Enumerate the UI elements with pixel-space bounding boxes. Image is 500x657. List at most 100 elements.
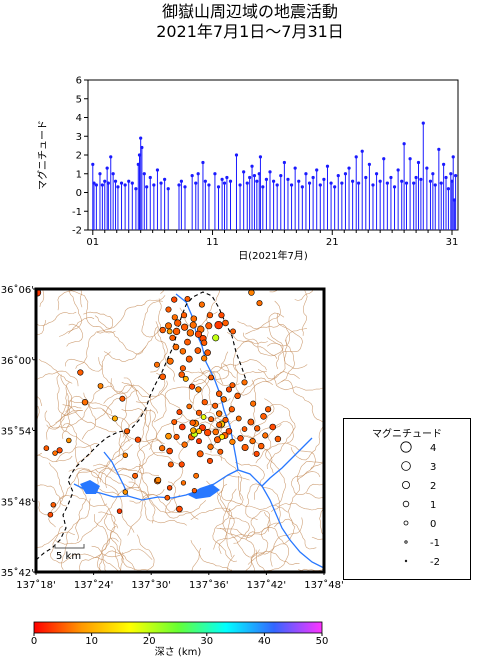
event-point [152, 183, 156, 187]
epicenter-marker [254, 425, 261, 432]
event-point [252, 174, 257, 178]
epicenter-marker [262, 432, 269, 439]
epicenter-marker [172, 343, 180, 351]
epicenter-marker [241, 426, 248, 432]
epicenter-marker [166, 447, 173, 455]
epicenter-marker [178, 371, 185, 378]
epicenter-marker [217, 448, 224, 455]
contour-line [291, 471, 324, 496]
contour-line [36, 320, 46, 335]
x-tick-label: 01 [86, 237, 99, 248]
timeseries-frame [87, 79, 459, 231]
timeseries-x-label: 日(2021年7月) [238, 249, 308, 262]
event-point [433, 183, 437, 187]
event-point [428, 179, 433, 183]
scale-bar-label: 5 km [56, 551, 81, 562]
colorbar-tick-label: 20 [143, 636, 156, 647]
contour-line [311, 536, 324, 540]
event-point [340, 181, 344, 185]
contour-line [155, 321, 176, 382]
epicenter-marker [218, 312, 225, 319]
event-point [163, 177, 167, 181]
event-point [419, 177, 423, 181]
event-point [228, 179, 233, 183]
colorbar-tick-label: 0 [31, 636, 37, 647]
epicenter-marker [189, 419, 196, 426]
epicenter-marker [196, 450, 204, 458]
contour-line [129, 489, 165, 504]
legend-symbol [403, 520, 409, 526]
event-point [94, 183, 98, 187]
contour-line [62, 404, 117, 433]
contour-line [36, 453, 73, 463]
contour-line [150, 326, 168, 373]
lon-tick-label: 137˚48' [304, 579, 344, 591]
contour-line [128, 481, 177, 514]
contour-line [75, 469, 101, 541]
epicenter-marker [111, 415, 118, 422]
contour-line [55, 487, 140, 545]
contour-line [94, 295, 166, 329]
event-point [446, 187, 451, 191]
legend-symbol [404, 559, 408, 563]
event-point [113, 179, 118, 183]
timeseries-y-axis: -2 -1 0 1 2 3 4 5 6 [72, 76, 88, 237]
epicenter-marker [206, 457, 213, 464]
epicenter-marker [247, 418, 255, 426]
contour-line [59, 444, 133, 500]
epicenter-marker [165, 322, 172, 330]
epicenter-marker [205, 322, 213, 330]
epicenter-marker [195, 409, 203, 416]
contour-line [138, 463, 187, 526]
event-point [142, 172, 146, 176]
epicenter-marker [198, 301, 205, 308]
contour-line [145, 409, 184, 487]
event-point [442, 162, 446, 166]
epicenter-marker [164, 494, 171, 501]
event-point [140, 145, 144, 150]
event-point [190, 174, 194, 178]
epicenter-marker [206, 312, 214, 319]
epicenter-marker [181, 441, 188, 448]
contour-line [109, 545, 122, 572]
contour-line [229, 517, 250, 544]
event-point [145, 185, 149, 189]
event-point [261, 185, 265, 189]
event-point [111, 172, 115, 176]
event-point [134, 187, 138, 191]
epicenter-marker [173, 433, 180, 440]
event-point [360, 149, 364, 153]
epicenter-marker [194, 330, 203, 338]
contour-line [141, 298, 163, 338]
y-tick-label: 3 [76, 132, 82, 143]
epicenter-marker [215, 390, 223, 397]
epicenter-marker [248, 289, 255, 296]
event-point [382, 157, 386, 161]
epicenter-marker [167, 461, 174, 468]
prefecture-boundary [36, 291, 247, 561]
contour-line [220, 359, 267, 371]
contour-line [36, 549, 37, 551]
epicenter-marker [171, 419, 178, 425]
legend-symbol [402, 481, 411, 490]
epicenter-marker [184, 338, 191, 346]
legend-value: 1 [430, 500, 436, 511]
epicenter-marker [204, 349, 211, 356]
event-point [333, 185, 337, 189]
epicenter-marker [265, 406, 272, 413]
epicenter-marker [169, 334, 176, 341]
epicenter-marker [194, 347, 202, 354]
event-point [297, 179, 301, 183]
contour-line [270, 526, 296, 567]
contour-line [103, 336, 153, 362]
y-tick-label: 4 [76, 113, 82, 124]
epicenter-marker [165, 306, 172, 313]
lon-tick-label: 137˚42' [247, 579, 287, 591]
contour-line [137, 439, 159, 524]
contour-line [153, 371, 224, 423]
contour-line [100, 438, 131, 480]
event-point [400, 179, 404, 183]
contour-line [217, 475, 244, 513]
event-point [300, 185, 304, 189]
epicenter-marker [214, 436, 221, 444]
